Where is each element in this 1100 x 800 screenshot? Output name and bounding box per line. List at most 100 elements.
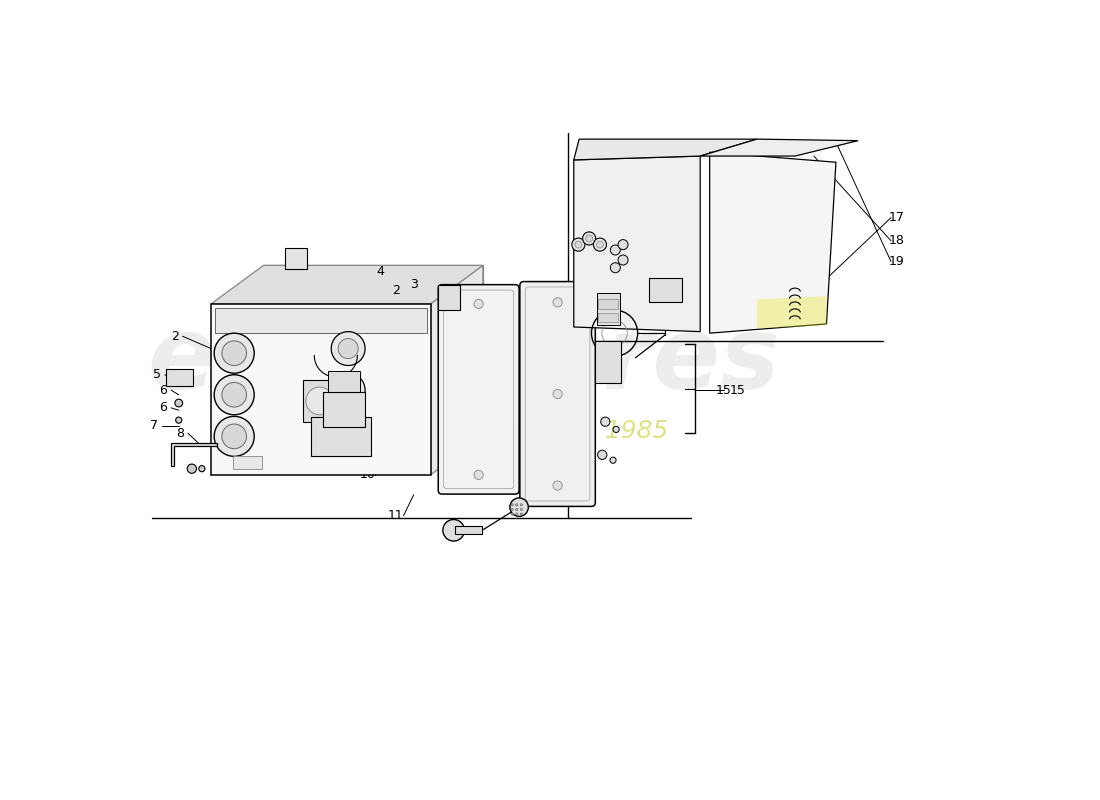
- Circle shape: [512, 513, 514, 515]
- Polygon shape: [430, 266, 483, 475]
- Circle shape: [618, 255, 628, 265]
- Text: 15: 15: [729, 384, 745, 397]
- Polygon shape: [264, 266, 483, 436]
- Text: 6: 6: [160, 402, 167, 414]
- Polygon shape: [574, 156, 701, 332]
- Polygon shape: [574, 139, 757, 160]
- Text: 1: 1: [412, 317, 420, 330]
- Bar: [285, 248, 307, 270]
- Circle shape: [572, 238, 585, 251]
- Circle shape: [214, 374, 254, 414]
- Circle shape: [520, 513, 522, 515]
- Circle shape: [520, 504, 522, 506]
- Text: 5: 5: [153, 368, 162, 382]
- Bar: [598, 299, 618, 309]
- Text: 19: 19: [889, 255, 904, 268]
- Circle shape: [596, 241, 604, 248]
- Circle shape: [610, 262, 620, 273]
- Bar: [455, 526, 482, 534]
- Circle shape: [331, 373, 365, 407]
- Text: eurospares: eurospares: [147, 313, 780, 410]
- Circle shape: [618, 240, 628, 250]
- Circle shape: [610, 245, 620, 255]
- Circle shape: [331, 332, 365, 366]
- Polygon shape: [710, 152, 836, 333]
- Text: 13: 13: [554, 432, 570, 445]
- Circle shape: [609, 457, 616, 463]
- Circle shape: [601, 417, 609, 426]
- Circle shape: [187, 464, 197, 474]
- Text: 14: 14: [585, 355, 601, 368]
- Circle shape: [176, 417, 182, 423]
- Circle shape: [553, 481, 562, 490]
- Polygon shape: [757, 296, 826, 329]
- Text: 2: 2: [392, 283, 399, 297]
- Circle shape: [474, 299, 483, 309]
- Polygon shape: [211, 304, 430, 475]
- Circle shape: [222, 424, 246, 449]
- Text: 13: 13: [558, 381, 573, 394]
- Circle shape: [516, 508, 518, 510]
- Circle shape: [575, 241, 582, 248]
- Text: 8: 8: [176, 426, 185, 440]
- Circle shape: [512, 508, 514, 510]
- Circle shape: [443, 519, 464, 541]
- Bar: [166, 369, 194, 386]
- Circle shape: [306, 387, 333, 414]
- Text: 7: 7: [150, 419, 158, 432]
- Circle shape: [474, 470, 483, 479]
- FancyBboxPatch shape: [520, 282, 595, 506]
- Polygon shape: [701, 139, 858, 156]
- Text: 12: 12: [531, 426, 547, 440]
- Circle shape: [593, 238, 606, 251]
- Text: 6: 6: [160, 384, 167, 397]
- Bar: [304, 380, 336, 422]
- Circle shape: [520, 508, 522, 510]
- Text: 9: 9: [332, 458, 341, 470]
- Text: 2: 2: [170, 330, 179, 342]
- Circle shape: [214, 416, 254, 456]
- Polygon shape: [214, 308, 427, 333]
- Circle shape: [553, 298, 562, 307]
- Circle shape: [222, 341, 246, 366]
- Text: 11: 11: [388, 509, 404, 522]
- Circle shape: [509, 498, 528, 517]
- Circle shape: [199, 466, 205, 472]
- FancyBboxPatch shape: [438, 285, 519, 494]
- Circle shape: [338, 338, 359, 358]
- Text: 10: 10: [360, 468, 375, 482]
- Text: 4: 4: [376, 265, 384, 278]
- Bar: [311, 417, 372, 455]
- Circle shape: [583, 232, 596, 245]
- Text: 16: 16: [573, 314, 588, 327]
- Bar: [233, 456, 262, 469]
- Circle shape: [585, 235, 593, 242]
- Polygon shape: [172, 442, 218, 466]
- Circle shape: [222, 382, 246, 407]
- Text: 17: 17: [889, 211, 904, 224]
- Circle shape: [597, 450, 607, 459]
- Circle shape: [512, 504, 514, 506]
- Circle shape: [516, 513, 518, 515]
- Polygon shape: [211, 266, 483, 304]
- Circle shape: [553, 390, 562, 398]
- Circle shape: [175, 399, 183, 407]
- Circle shape: [613, 426, 619, 433]
- Circle shape: [338, 423, 359, 443]
- Bar: [598, 313, 618, 322]
- Bar: [438, 286, 460, 310]
- Text: 3: 3: [409, 278, 418, 291]
- Text: 18: 18: [889, 234, 904, 247]
- Text: 12: 12: [535, 376, 550, 389]
- Circle shape: [331, 416, 365, 450]
- Bar: [597, 293, 620, 326]
- Text: 15: 15: [716, 384, 732, 397]
- Bar: [649, 278, 682, 302]
- Bar: [328, 371, 361, 393]
- Text: 2: 2: [338, 440, 345, 453]
- Bar: [322, 393, 365, 427]
- Circle shape: [214, 333, 254, 373]
- Text: a passion for classics since 1985: a passion for classics since 1985: [258, 419, 669, 443]
- Bar: [594, 341, 621, 383]
- Circle shape: [338, 380, 359, 400]
